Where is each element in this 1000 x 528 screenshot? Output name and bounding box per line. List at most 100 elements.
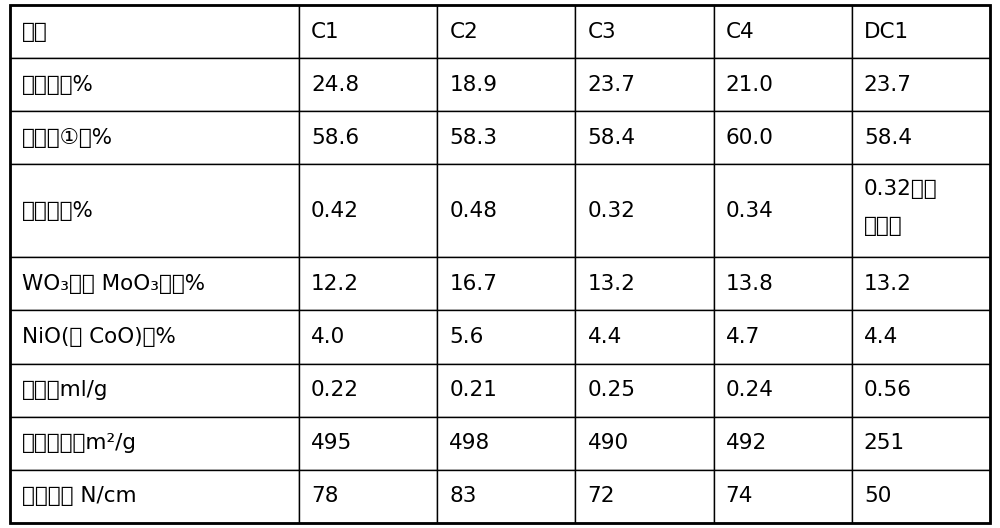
Text: 13.2: 13.2: [587, 274, 635, 294]
Text: 78: 78: [311, 486, 339, 506]
Bar: [852, 59, 990, 111]
Bar: [714, 469, 852, 523]
Bar: [10, 111, 299, 165]
Bar: [575, 5, 714, 59]
Bar: [852, 165, 990, 257]
Bar: [575, 310, 714, 363]
Bar: [437, 469, 575, 523]
Bar: [10, 59, 299, 111]
Text: 4.0: 4.0: [311, 327, 345, 347]
Bar: [10, 5, 299, 59]
Text: 13.8: 13.8: [726, 274, 774, 294]
Bar: [299, 363, 437, 417]
Text: 孔容，ml/g: 孔容，ml/g: [22, 380, 108, 400]
Bar: [852, 5, 990, 59]
Bar: [714, 310, 852, 363]
Bar: [10, 310, 299, 363]
Text: C3: C3: [587, 22, 616, 42]
Text: 0.34: 0.34: [726, 201, 774, 221]
Text: 氧化铝①，%: 氧化铝①，%: [22, 128, 113, 148]
Text: 72: 72: [587, 486, 615, 506]
Bar: [299, 5, 437, 59]
Text: 0.32: 0.32: [587, 201, 635, 221]
Text: 498: 498: [449, 433, 491, 453]
Bar: [10, 257, 299, 310]
Bar: [437, 165, 575, 257]
Bar: [714, 417, 852, 469]
Bar: [437, 257, 575, 310]
Bar: [575, 363, 714, 417]
Bar: [575, 469, 714, 523]
Bar: [714, 363, 852, 417]
Text: 60.0: 60.0: [726, 128, 774, 148]
Bar: [575, 257, 714, 310]
Bar: [852, 111, 990, 165]
Text: 0.24: 0.24: [726, 380, 774, 400]
Text: 251: 251: [864, 433, 905, 453]
Bar: [575, 165, 714, 257]
Text: C1: C1: [311, 22, 340, 42]
Text: 5.6: 5.6: [449, 327, 484, 347]
Bar: [299, 417, 437, 469]
Text: 0.32（未: 0.32（未: [864, 178, 937, 199]
Bar: [10, 417, 299, 469]
Text: 4.4: 4.4: [587, 327, 622, 347]
Bar: [437, 59, 575, 111]
Text: C2: C2: [449, 22, 478, 42]
Text: C4: C4: [726, 22, 754, 42]
Text: NiO(或 CoO)，%: NiO(或 CoO)，%: [22, 327, 176, 347]
Bar: [299, 165, 437, 257]
Text: 0.56: 0.56: [864, 380, 912, 400]
Bar: [714, 257, 852, 310]
Text: 压碎强度 N/cm: 压碎强度 N/cm: [22, 486, 137, 506]
Text: 12.2: 12.2: [311, 274, 359, 294]
Text: 富勒烯，%: 富勒烯，%: [22, 201, 94, 221]
Text: 74: 74: [726, 486, 753, 506]
Bar: [10, 469, 299, 523]
Bar: [10, 363, 299, 417]
Text: 18.9: 18.9: [449, 75, 497, 95]
Text: 编号: 编号: [22, 22, 48, 42]
Text: 58.4: 58.4: [864, 128, 912, 148]
Text: 83: 83: [449, 486, 477, 506]
Bar: [437, 363, 575, 417]
Text: 58.6: 58.6: [311, 128, 359, 148]
Text: 分子筛，%: 分子筛，%: [22, 75, 94, 95]
Text: 0.42: 0.42: [311, 201, 359, 221]
Bar: [714, 165, 852, 257]
Bar: [575, 417, 714, 469]
Text: DC1: DC1: [864, 22, 909, 42]
Text: 58.3: 58.3: [449, 128, 497, 148]
Bar: [575, 111, 714, 165]
Bar: [299, 111, 437, 165]
Bar: [299, 469, 437, 523]
Bar: [437, 417, 575, 469]
Bar: [437, 310, 575, 363]
Bar: [299, 59, 437, 111]
Text: 490: 490: [587, 433, 629, 453]
Bar: [852, 257, 990, 310]
Bar: [852, 417, 990, 469]
Bar: [299, 257, 437, 310]
Text: 0.22: 0.22: [311, 380, 359, 400]
Text: 16.7: 16.7: [449, 274, 497, 294]
Text: 0.25: 0.25: [587, 380, 635, 400]
Text: 23.7: 23.7: [864, 75, 912, 95]
Text: 492: 492: [726, 433, 767, 453]
Bar: [575, 59, 714, 111]
Bar: [714, 59, 852, 111]
Text: 13.2: 13.2: [864, 274, 912, 294]
Bar: [852, 469, 990, 523]
Text: 0.21: 0.21: [449, 380, 497, 400]
Bar: [852, 363, 990, 417]
Text: 4.4: 4.4: [864, 327, 898, 347]
Bar: [299, 310, 437, 363]
Bar: [437, 111, 575, 165]
Text: 改性）: 改性）: [864, 216, 902, 236]
Text: 21.0: 21.0: [726, 75, 774, 95]
Bar: [852, 310, 990, 363]
Text: WO₃（或 MoO₃），%: WO₃（或 MoO₃），%: [22, 274, 205, 294]
Bar: [10, 165, 299, 257]
Text: 0.48: 0.48: [449, 201, 497, 221]
Text: 比表面积，m²/g: 比表面积，m²/g: [22, 433, 137, 453]
